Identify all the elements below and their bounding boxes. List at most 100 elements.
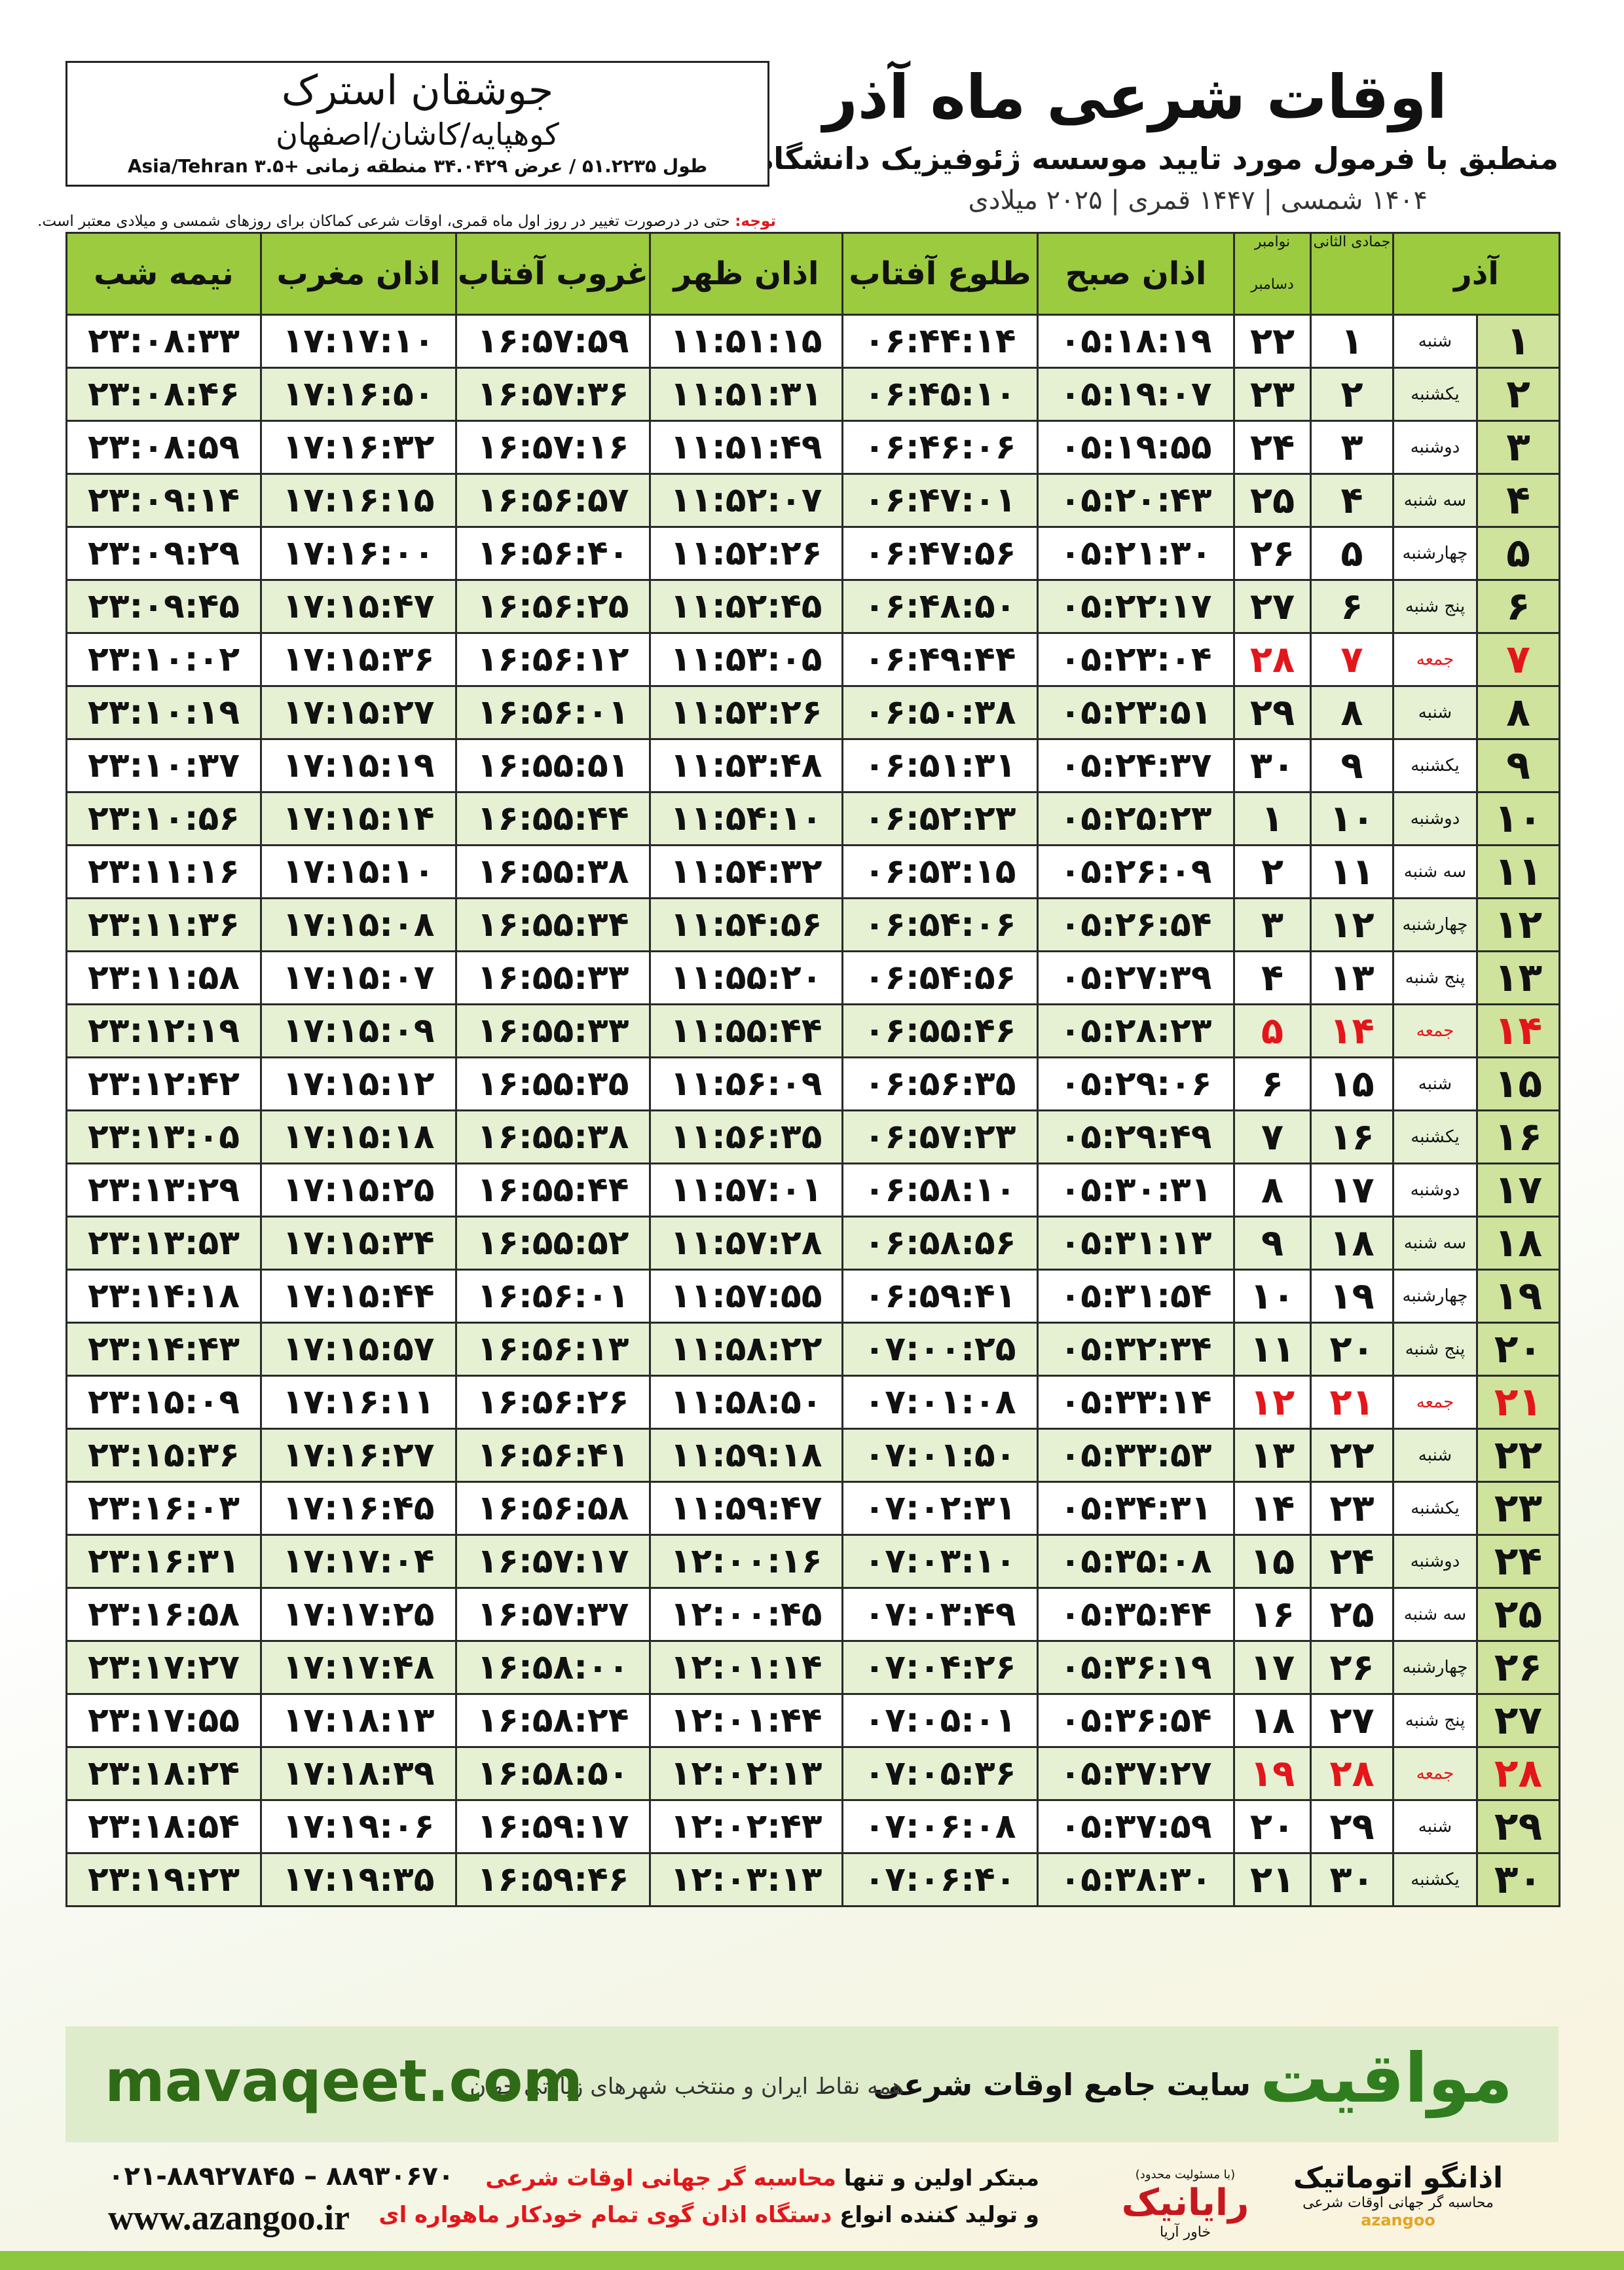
time: ۲۳:۱۵:۳۶ xyxy=(65,1428,262,1483)
text: و تولید کننده انواع xyxy=(840,2202,1039,2228)
time: ۱۱:۵۷:۲۸ xyxy=(649,1216,843,1271)
time: ۲۳:۱۷:۲۷ xyxy=(65,1640,262,1695)
table-row: ۲۴ دوشنبه ۲۴ ۱۵ ۰۵:۳۵:۰۸ ۰۷:۰۳:۱۰ ۱۲:۰۰:۱۶ ۱۶:۵… xyxy=(65,1534,1560,1589)
time: ۰۶:۴۴:۱۴ xyxy=(841,314,1039,369)
time: ۱۷:۱۵:۳۴ xyxy=(260,1216,457,1271)
gregorian-day: ۷ xyxy=(1233,1109,1312,1164)
hijri-day: ۲۰ xyxy=(1310,1322,1394,1377)
time: ۰۶:۴۷:۰۱ xyxy=(841,473,1039,528)
time: ۰۶:۵۵:۴۶ xyxy=(841,1003,1039,1058)
time: ۱۷:۱۵:۱۹ xyxy=(260,738,457,793)
time: ۰۶:۵۰:۳۸ xyxy=(841,685,1039,740)
hijri-day: ۲۳ xyxy=(1310,1481,1394,1536)
table-row: ۲۹ شنبه ۲۹ ۲۰ ۰۵:۳۷:۵۹ ۰۷:۰۶:۰۸ ۱۲:۰۲:۴۳ ۱۶:۵۹:… xyxy=(65,1799,1560,1854)
time: ۱۶:۵۵:۵۱ xyxy=(455,738,651,793)
column-header: جمادی الثانی xyxy=(1310,232,1394,316)
hijri-day: ۲۵ xyxy=(1310,1587,1394,1642)
time: ۰۷:۰۵:۰۱ xyxy=(841,1693,1039,1748)
gregorian-day: ۲ xyxy=(1233,844,1312,899)
shamsi-day: ۹ xyxy=(1476,738,1560,793)
time: ۱۷:۱۹:۳۵ xyxy=(260,1852,457,1907)
time: ۰۷:۰۲:۳۱ xyxy=(841,1481,1039,1536)
table-body: ۱ شنبه ۱ ۲۲ ۰۵:۱۸:۱۹ ۰۶:۴۴:۱۴ ۱۱:۵۱:۱۵ ۱۶:۵۷:۵۹… xyxy=(65,314,1560,1907)
hijri-day: ۹ xyxy=(1310,738,1394,793)
time: ۰۵:۳۱:۵۴ xyxy=(1037,1269,1235,1324)
time: ۱۷:۱۵:۱۲ xyxy=(260,1056,457,1111)
time: ۱۶:۵۶:۱۲ xyxy=(455,632,651,687)
weekday: چهارشنبه xyxy=(1392,1640,1478,1695)
gregorian-day: ۱۶ xyxy=(1233,1587,1312,1642)
hijri-day: ۲۸ xyxy=(1310,1746,1394,1801)
time: ۲۳:۱۱:۱۶ xyxy=(65,844,262,899)
time: ۰۵:۲۴:۳۷ xyxy=(1037,738,1235,793)
time: ۲۳:۱۱:۵۸ xyxy=(65,950,262,1005)
weekday: سه شنبه xyxy=(1392,473,1478,528)
time: ۱۶:۵۶:۵۸ xyxy=(455,1481,651,1536)
time: ۱۷:۱۹:۰۶ xyxy=(260,1799,457,1854)
city: جوشقان استرک xyxy=(281,66,554,114)
weekday: سه شنبه xyxy=(1392,844,1478,899)
time: ۱۶:۵۵:۳۳ xyxy=(455,1003,651,1058)
table-row: ۱ شنبه ۱ ۲۲ ۰۵:۱۸:۱۹ ۰۶:۴۴:۱۴ ۱۱:۵۱:۱۵ ۱۶:۵۷:۵۹… xyxy=(65,314,1560,369)
shamsi-day: ۱۹ xyxy=(1476,1269,1560,1324)
gregorian-day: ۳ xyxy=(1233,897,1312,952)
time: ۱۲:۰۲:۴۳ xyxy=(649,1799,843,1854)
gregorian-day: ۲۴ xyxy=(1233,420,1312,475)
location-box: جوشقان استرک کوهپایه/کاشان/اصفهان طول ۵۱… xyxy=(65,61,769,187)
time: ۰۶:۵۲:۲۳ xyxy=(841,791,1039,846)
time: ۲۳:۱۶:۳۱ xyxy=(65,1534,262,1589)
weekday: سه شنبه xyxy=(1392,1587,1478,1642)
time: ۰۵:۳۰:۳۱ xyxy=(1037,1163,1235,1218)
gregorian-day: ۳۰ xyxy=(1233,738,1312,793)
time: ۰۶:۵۸:۱۰ xyxy=(841,1163,1039,1218)
shamsi-day: ۱ xyxy=(1476,314,1560,369)
time: ۰۵:۳۵:۴۴ xyxy=(1037,1587,1235,1642)
time: ۱۶:۵۶:۰۱ xyxy=(455,685,651,740)
footer-line: مبتکر اولین و تنها محاسبه گر جهانی اوقات… xyxy=(378,2160,1039,2197)
hijri-day: ۱۱ xyxy=(1310,844,1394,899)
time: ۱۶:۵۸:۵۰ xyxy=(455,1746,651,1801)
time: ۱۱:۵۹:۴۷ xyxy=(649,1481,843,1536)
table-row: ۱۱ سه شنبه ۱۱ ۲ ۰۵:۲۶:۰۹ ۰۶:۵۳:۱۵ ۱۱:۵۴:۳۲ ۱۶:۵… xyxy=(65,844,1560,899)
gregorian-day: ۸ xyxy=(1233,1163,1312,1218)
gregorian-day: ۲۷ xyxy=(1233,579,1312,634)
weekday: پنج شنبه xyxy=(1392,579,1478,634)
weekday: پنج شنبه xyxy=(1392,950,1478,1005)
shamsi-day: ۳۰ xyxy=(1476,1852,1560,1907)
time: ۱۲:۰۳:۱۳ xyxy=(649,1852,843,1907)
time: ۱۱:۵۴:۳۲ xyxy=(649,844,843,899)
table-row: ۷ جمعه ۷ ۲۸ ۰۵:۲۳:۰۴ ۰۶:۴۹:۴۴ ۱۱:۵۳:۰۵ ۱۶:۵۶:۱۲… xyxy=(65,632,1560,687)
time: ۱۲:۰۱:۱۴ xyxy=(649,1640,843,1695)
text: مبتکر اولین و تنها xyxy=(843,2165,1039,2191)
shamsi-day: ۱۶ xyxy=(1476,1109,1560,1164)
time: ۱۷:۱۵:۱۰ xyxy=(260,844,457,899)
time: ۰۶:۴۵:۱۰ xyxy=(841,367,1039,422)
time: ۰۵:۲۰:۴۳ xyxy=(1037,473,1235,528)
shamsi-day: ۶ xyxy=(1476,579,1560,634)
gregorian-day: ۲۹ xyxy=(1233,685,1312,740)
table-row: ۲۲ شنبه ۲۲ ۱۳ ۰۵:۳۳:۵۳ ۰۷:۰۱:۵۰ ۱۱:۵۹:۱۸ ۱۶:۵۶:… xyxy=(65,1428,1560,1483)
table-row: ۸ شنبه ۸ ۲۹ ۰۵:۲۳:۵۱ ۰۶:۵۰:۳۸ ۱۱:۵۳:۲۶ ۱۶:۵۶:۰۱… xyxy=(65,685,1560,740)
time: ۰۶:۵۴:۵۶ xyxy=(841,950,1039,1005)
time: ۲۳:۱۶:۵۸ xyxy=(65,1587,262,1642)
gregorian-day: ۲۸ xyxy=(1233,632,1312,687)
time: ۱۷:۱۵:۲۷ xyxy=(260,685,457,740)
weekday: دوشنبه xyxy=(1392,1163,1478,1218)
logo-name: رایانیک xyxy=(1121,2182,1249,2224)
time: ۰۵:۳۵:۰۸ xyxy=(1037,1534,1235,1589)
time: ۰۵:۳۶:۱۹ xyxy=(1037,1640,1235,1695)
time: ۲۳:۱۸:۲۴ xyxy=(65,1746,262,1801)
time: ۲۳:۰۹:۱۴ xyxy=(65,473,262,528)
time: ۰۵:۳۸:۳۰ xyxy=(1037,1852,1235,1907)
table-row: ۶ پنج شنبه ۶ ۲۷ ۰۵:۲۲:۱۷ ۰۶:۴۸:۵۰ ۱۱:۵۲:۴۵ ۱۶:۵… xyxy=(65,579,1560,634)
weekday: دوشنبه xyxy=(1392,420,1478,475)
hijri-day: ۲۴ xyxy=(1310,1534,1394,1589)
hijri-day: ۱۲ xyxy=(1310,897,1394,952)
hijri-day: ۲ xyxy=(1310,367,1394,422)
time: ۱۷:۱۷:۲۵ xyxy=(260,1587,457,1642)
time: ۱۱:۵۹:۱۸ xyxy=(649,1428,843,1483)
tagline: سایت جامع اوقات شرعی xyxy=(873,2067,1251,2102)
time: ۱۱:۵۳:۴۸ xyxy=(649,738,843,793)
time: ۰۷:۰۶:۴۰ xyxy=(841,1852,1039,1907)
